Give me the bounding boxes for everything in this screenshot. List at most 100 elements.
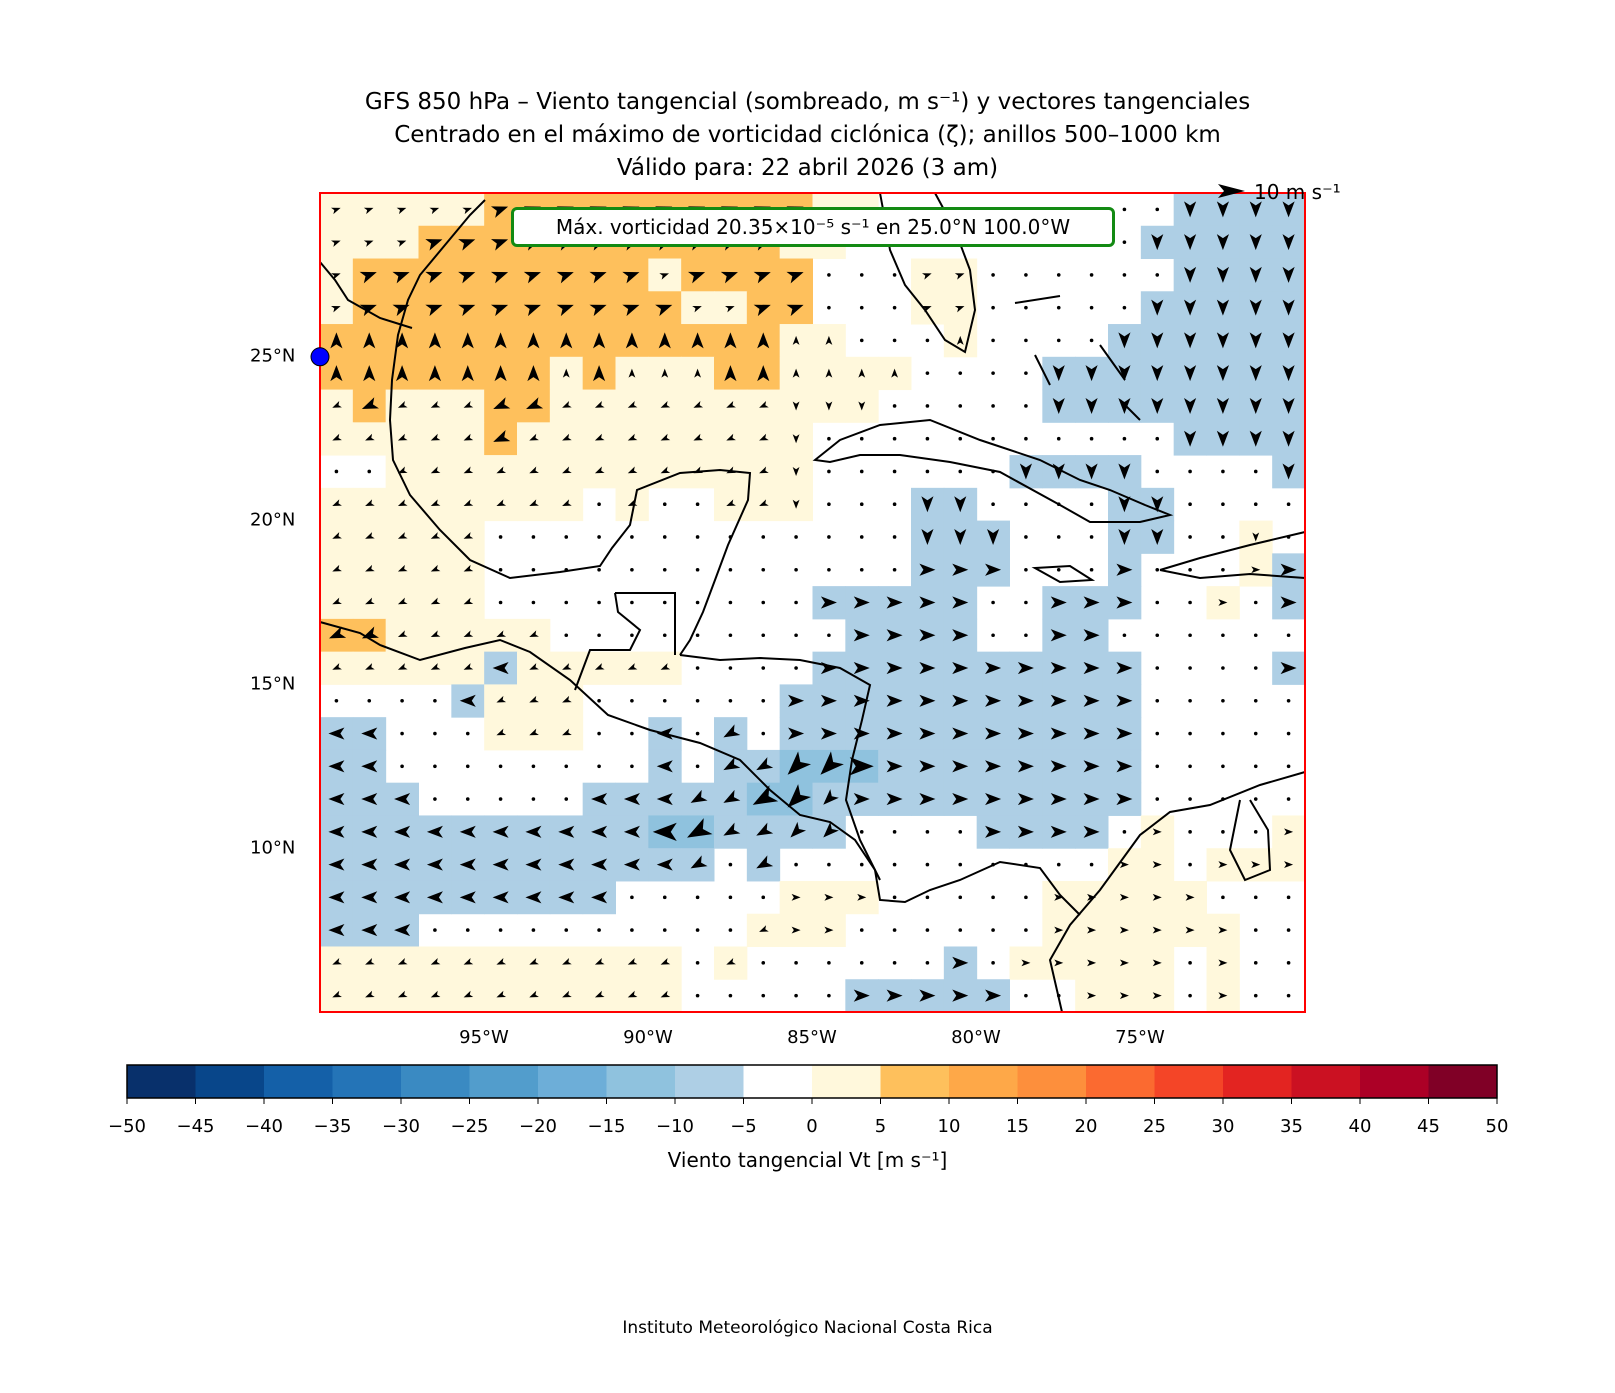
vector-dot — [1253, 698, 1258, 703]
vector-arrow — [759, 499, 769, 506]
vector-dot — [630, 731, 634, 736]
colorbar-tick-label: −20 — [519, 1116, 557, 1137]
title-line-1: GFS 850 hPa – Viento tangencial (sombrea… — [364, 89, 1251, 115]
vector-dot — [1221, 731, 1225, 736]
vector-dot — [1188, 698, 1192, 703]
vector-arrow — [823, 789, 839, 805]
vector-dot — [695, 666, 700, 670]
vector-dot — [695, 600, 700, 605]
vector-dot — [859, 436, 864, 441]
vector-dot — [1188, 764, 1192, 769]
vector-dot — [367, 698, 372, 703]
vector-arrow — [1087, 926, 1097, 934]
vector-arrow — [332, 401, 342, 408]
vector-dot — [662, 928, 667, 932]
vector-dot — [531, 928, 536, 932]
vector-arrow — [752, 785, 779, 805]
vector-arrow — [529, 630, 539, 638]
vector-dot — [400, 698, 404, 703]
vector-arrow — [1152, 828, 1162, 836]
vector-dot — [1286, 731, 1291, 736]
y-tick-label: 10°N — [250, 837, 296, 859]
vector-dot — [531, 535, 536, 539]
vector-arrow — [985, 563, 1002, 576]
vector-arrow — [786, 304, 804, 317]
vector-arrow — [426, 825, 443, 838]
vector-arrow — [1251, 861, 1261, 868]
vector-dot — [1089, 535, 1094, 539]
vector-dot — [1253, 469, 1258, 474]
vector-dot — [1122, 436, 1127, 441]
coast-cuba — [812, 418, 1174, 523]
vector-arrow — [1152, 992, 1162, 1000]
vector-arrow — [593, 365, 606, 382]
vector-arrow — [332, 499, 342, 506]
vector-arrow — [493, 429, 511, 442]
vector-arrow — [886, 760, 903, 773]
vector-arrow — [591, 891, 608, 904]
vector-arrow — [623, 825, 640, 838]
vector-arrow — [853, 727, 870, 740]
vector-arrow — [825, 401, 833, 411]
vector-arrow — [529, 990, 539, 998]
vector-dot — [728, 600, 733, 605]
vector-arrow — [723, 724, 741, 738]
vector-arrow — [757, 365, 770, 382]
vector-arrow — [985, 792, 1002, 806]
vector-arrow — [693, 401, 704, 408]
vector-arrow — [1184, 266, 1197, 283]
vector-arrow — [694, 368, 702, 378]
vector-arrow — [558, 858, 575, 871]
vector-arrow — [365, 990, 375, 998]
vector-dot — [1155, 633, 1160, 638]
vector-arrow — [1185, 893, 1195, 901]
vector-dot — [465, 731, 470, 736]
vector-arrow — [463, 466, 474, 474]
vector-arrow — [1050, 629, 1067, 642]
vector-arrow — [492, 661, 509, 675]
colorbar-tick-label: −30 — [382, 1116, 420, 1137]
vector-arrow — [1017, 727, 1034, 740]
coast-pacific-mexico — [319, 621, 1081, 916]
vector-arrow — [428, 332, 441, 349]
title-line-2: Centrado en el máximo de vorticidad cicl… — [394, 122, 1221, 148]
colorbar-bin — [1291, 1065, 1361, 1098]
colorbar-bin — [812, 1065, 881, 1098]
credit-text: Instituto Meteorológico Nacional Costa R… — [622, 1318, 993, 1338]
vector-arrow — [724, 365, 737, 382]
vector-dot — [761, 633, 766, 638]
coast-south-america — [1048, 771, 1306, 1013]
vector-arrow — [723, 789, 741, 803]
vector-arrow — [952, 989, 969, 1002]
vector-dot — [892, 273, 897, 277]
vector-dot — [1188, 830, 1192, 834]
vector-arrow — [919, 727, 936, 740]
vector-arrow — [529, 499, 539, 506]
vector-dot — [334, 698, 339, 703]
colorbar-tick-label: 35 — [1280, 1116, 1303, 1137]
vector-arrow — [853, 792, 870, 806]
colorbar-bin — [127, 1065, 196, 1098]
vector-arrow — [1052, 397, 1065, 414]
vector-arrow — [529, 957, 539, 965]
vector-arrow — [1119, 861, 1129, 868]
vector-arrow — [853, 694, 870, 707]
vector-dot — [1122, 240, 1127, 244]
vector-arrow — [1152, 893, 1162, 901]
vector-dot — [433, 731, 437, 736]
vector-arrow — [1184, 430, 1197, 447]
coastlines — [319, 192, 1306, 1013]
colorbar-tick-label: 10 — [937, 1116, 961, 1137]
vector-dot — [1089, 338, 1094, 343]
vector-arrow — [726, 957, 736, 965]
vector-dot — [1253, 961, 1258, 965]
coast-hispaniola — [1159, 531, 1306, 580]
vector-dot — [728, 895, 733, 900]
vector-arrow — [492, 858, 509, 871]
vector-arrow — [858, 368, 866, 378]
vector-arrow — [332, 990, 342, 998]
vector-arrow — [496, 990, 507, 998]
vector-arrow — [365, 663, 375, 670]
vector-arrow — [658, 332, 671, 349]
vector-arrow — [430, 990, 441, 998]
